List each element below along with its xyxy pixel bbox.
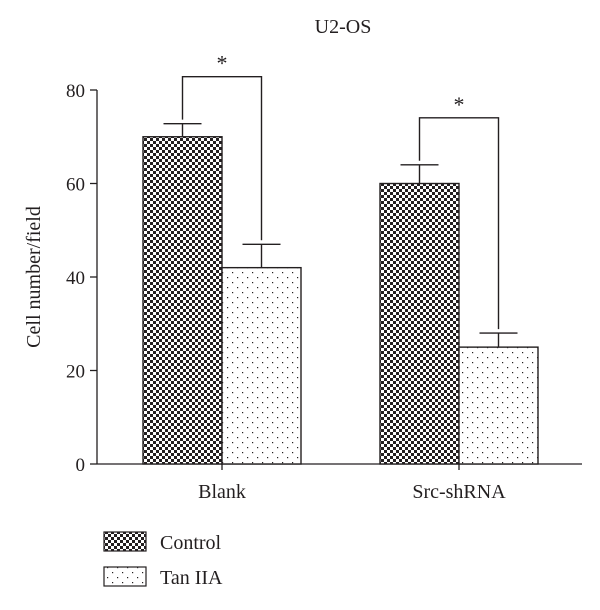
y-tick-label: 0 <box>76 455 86 476</box>
legend-swatch-checkerboard <box>103 531 147 552</box>
y-tick-label: 80 <box>66 81 85 102</box>
x-tick-label: Src-shRNA <box>412 481 506 503</box>
bar-dots <box>221 266 302 465</box>
legend-swatch-dots <box>103 566 147 587</box>
bar-dots <box>458 346 539 465</box>
x-tick-label: Blank <box>198 481 246 503</box>
significance-label: * <box>454 92 465 117</box>
bar-checkerboard <box>142 136 223 465</box>
significance-label: * <box>217 51 228 76</box>
legend-label: Control <box>160 532 222 554</box>
y-tick-label: 20 <box>66 362 85 383</box>
chart-title: U2-OS <box>315 16 372 38</box>
significance-bracket <box>418 117 500 330</box>
significance-bracket <box>181 75 263 241</box>
y-tick-label: 40 <box>66 268 85 289</box>
legend-label: Tan IIA <box>160 567 223 589</box>
y-tick-label: 60 <box>66 175 85 196</box>
bar-checkerboard <box>379 182 460 465</box>
y-axis-label: Cell number/field <box>23 206 45 348</box>
